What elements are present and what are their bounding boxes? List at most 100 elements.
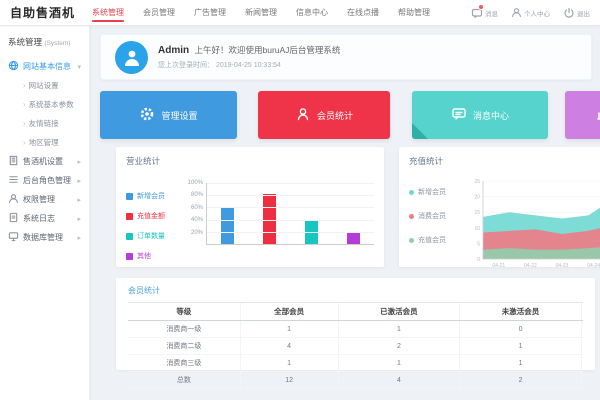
table-cell: 1	[337, 320, 460, 338]
nav-item-1[interactable]: 系统管理	[92, 0, 124, 25]
action-label: 消息	[485, 10, 498, 18]
monitor-icon	[8, 231, 19, 244]
gear-icon	[139, 106, 155, 124]
nav-item-7[interactable]: 帮助管理	[398, 8, 430, 17]
chevron-icon: ▸	[77, 158, 81, 166]
svg-text:0: 0	[477, 257, 480, 263]
legend-swatch	[126, 232, 133, 240]
table-cell: 总数	[128, 371, 241, 389]
bar-chart-plot	[206, 183, 374, 245]
card-corner-decoration	[412, 123, 428, 139]
avatar	[115, 40, 148, 74]
table-cell	[580, 320, 583, 338]
legend-item-1[interactable]: 新增会员	[126, 191, 182, 201]
svg-text:5: 5	[477, 241, 480, 247]
bar	[346, 231, 360, 244]
top-bar: 自助售酒机 系统管理 会员管理 广告管理 新闻管理 信息中心 在线点播 帮助管理 消息 个人中…	[0, 0, 600, 26]
member-stats-title[interactable]: 会员统计	[128, 286, 160, 295]
sidebar-item-1[interactable]: 网站基本信息 ▾	[8, 57, 81, 76]
nav-item-2[interactable]: 会员管理	[143, 8, 175, 17]
legend-item-2[interactable]: 消费会员	[409, 211, 465, 221]
chevron-icon: ▸	[77, 177, 81, 185]
ytick-label: 20%	[190, 229, 203, 236]
table-cell: 1	[239, 320, 339, 338]
chevron-icon: ▾	[77, 63, 81, 71]
machine-icon	[8, 155, 19, 168]
user-action[interactable]: 个人中心	[511, 7, 550, 18]
bar-chart-yaxis: 100% 80% 60% 40% 20%	[182, 180, 206, 245]
svg-text:04-21: 04-21	[492, 263, 505, 269]
nav-item-5[interactable]: 信息中心	[296, 8, 328, 17]
table-cell: 2	[337, 337, 460, 355]
legend-item-3[interactable]: 充值会员	[409, 235, 465, 245]
table-header: 等级	[128, 302, 241, 321]
message-icon	[471, 7, 483, 19]
svg-text:10: 10	[474, 226, 480, 232]
bar-chart-panel: 营业统计 新增会员 充值金额 订单数量 其他 100% 80% 60% 40% 20%	[116, 147, 384, 267]
member-stats-table: 等级 全部会员 已激活会员 未激活会员 消费商一级 1 1 0 消费商二级 4 2 1 消费商三级 1 1…	[128, 302, 583, 389]
legend-swatch	[409, 189, 414, 195]
sidebar-subitem-2[interactable]: › 网站设置	[8, 76, 81, 95]
table-header: 未激活会员	[459, 302, 582, 321]
action-card-2[interactable]: 会员统计	[258, 91, 390, 139]
action-cards-row: 管理设置 会员统计 消息中心 数据统计	[100, 91, 600, 139]
user-icon	[8, 193, 19, 206]
sidebar-item-label: 权限管理	[23, 195, 55, 204]
nav-item-6[interactable]: 在线点播	[347, 8, 379, 17]
nav-item-4[interactable]: 新闻管理	[245, 8, 277, 17]
legend-item-4[interactable]: 其他	[126, 251, 182, 261]
table-cell: 4	[337, 371, 460, 389]
sidebar-item-10[interactable]: 数据库管理 ▸	[8, 228, 81, 247]
notification-badge	[478, 3, 484, 10]
sidebar-subitem-4[interactable]: › 友情链接	[8, 114, 81, 133]
action-card-4[interactable]: 数据统计	[565, 91, 600, 139]
legend-swatch	[409, 213, 414, 219]
svg-text:04-23: 04-23	[556, 263, 569, 269]
legend-swatch	[409, 237, 414, 243]
ytick-label: 100%	[187, 180, 203, 186]
svg-text:15: 15	[474, 210, 480, 216]
sidebar-subitem-3[interactable]: › 系统基本参数	[8, 95, 81, 114]
chat-icon	[451, 106, 467, 124]
action-label: 退出	[577, 10, 590, 18]
sidebar-item-7[interactable]: 后台角色管理 ▸	[8, 171, 81, 190]
nav-item-3[interactable]: 广告管理	[194, 8, 226, 17]
table-cell: 0	[459, 320, 582, 338]
legend-item-2[interactable]: 充值金额	[126, 211, 182, 221]
action-card-1[interactable]: 管理设置	[100, 91, 237, 139]
svg-text:20: 20	[474, 195, 480, 201]
sidebar-item-label: 系统日志	[23, 214, 55, 223]
area-chart-panel: 充值统计 新增会员消费会员充值会员 25 20 15 10 5 0 04-21 04-22 04…	[399, 147, 600, 269]
area-chart-title: 充值统计	[409, 156, 444, 166]
area-chart-legend: 新增会员消费会员充值会员	[409, 173, 465, 278]
username: Admin	[158, 45, 190, 56]
chevron-right-icon: ›	[23, 100, 26, 109]
table-cell: 1	[239, 354, 339, 372]
table-cell: 12	[239, 371, 339, 389]
ytick-label: 80%	[190, 192, 203, 199]
chevron-icon: ▸	[77, 234, 81, 242]
legend-swatch	[126, 192, 133, 200]
legend-item-3[interactable]: 订单数量	[126, 231, 182, 241]
power-action[interactable]: 退出	[563, 7, 590, 19]
svg-text:25: 25	[474, 179, 480, 185]
legend-swatch	[126, 212, 133, 220]
sidebar-item-8[interactable]: 权限管理 ▸	[8, 190, 81, 209]
table-cell: 消费商一级	[128, 320, 241, 338]
welcome-card: Admin 上午好！欢迎使用buruAJ后台管理系统 您上次登录时间： 2019…	[100, 34, 592, 80]
sidebar-item-9[interactable]: 系统日志 ▸	[8, 209, 81, 228]
table-row: 消费商二级 4 2 1	[128, 337, 583, 355]
table-cell	[580, 371, 583, 389]
action-card-3[interactable]: 消息中心	[412, 91, 548, 139]
table-cell	[580, 337, 583, 355]
sidebar-subitem-5[interactable]: › 地区管理	[8, 133, 81, 152]
gridline	[207, 231, 374, 233]
message-action[interactable]: 消息	[471, 3, 498, 19]
last-login: 您上次登录时间： 2019-04-25 10:33:54	[158, 62, 281, 69]
legend-item-1[interactable]: 新增会员	[409, 187, 465, 197]
legend-label: 充值金额	[137, 213, 165, 220]
sidebar-item-6[interactable]: 售酒机设置 ▸	[8, 152, 81, 171]
svg-text:04-22: 04-22	[524, 263, 537, 269]
bar-chart-legend: 新增会员充值金额订单数量其他	[126, 173, 182, 261]
